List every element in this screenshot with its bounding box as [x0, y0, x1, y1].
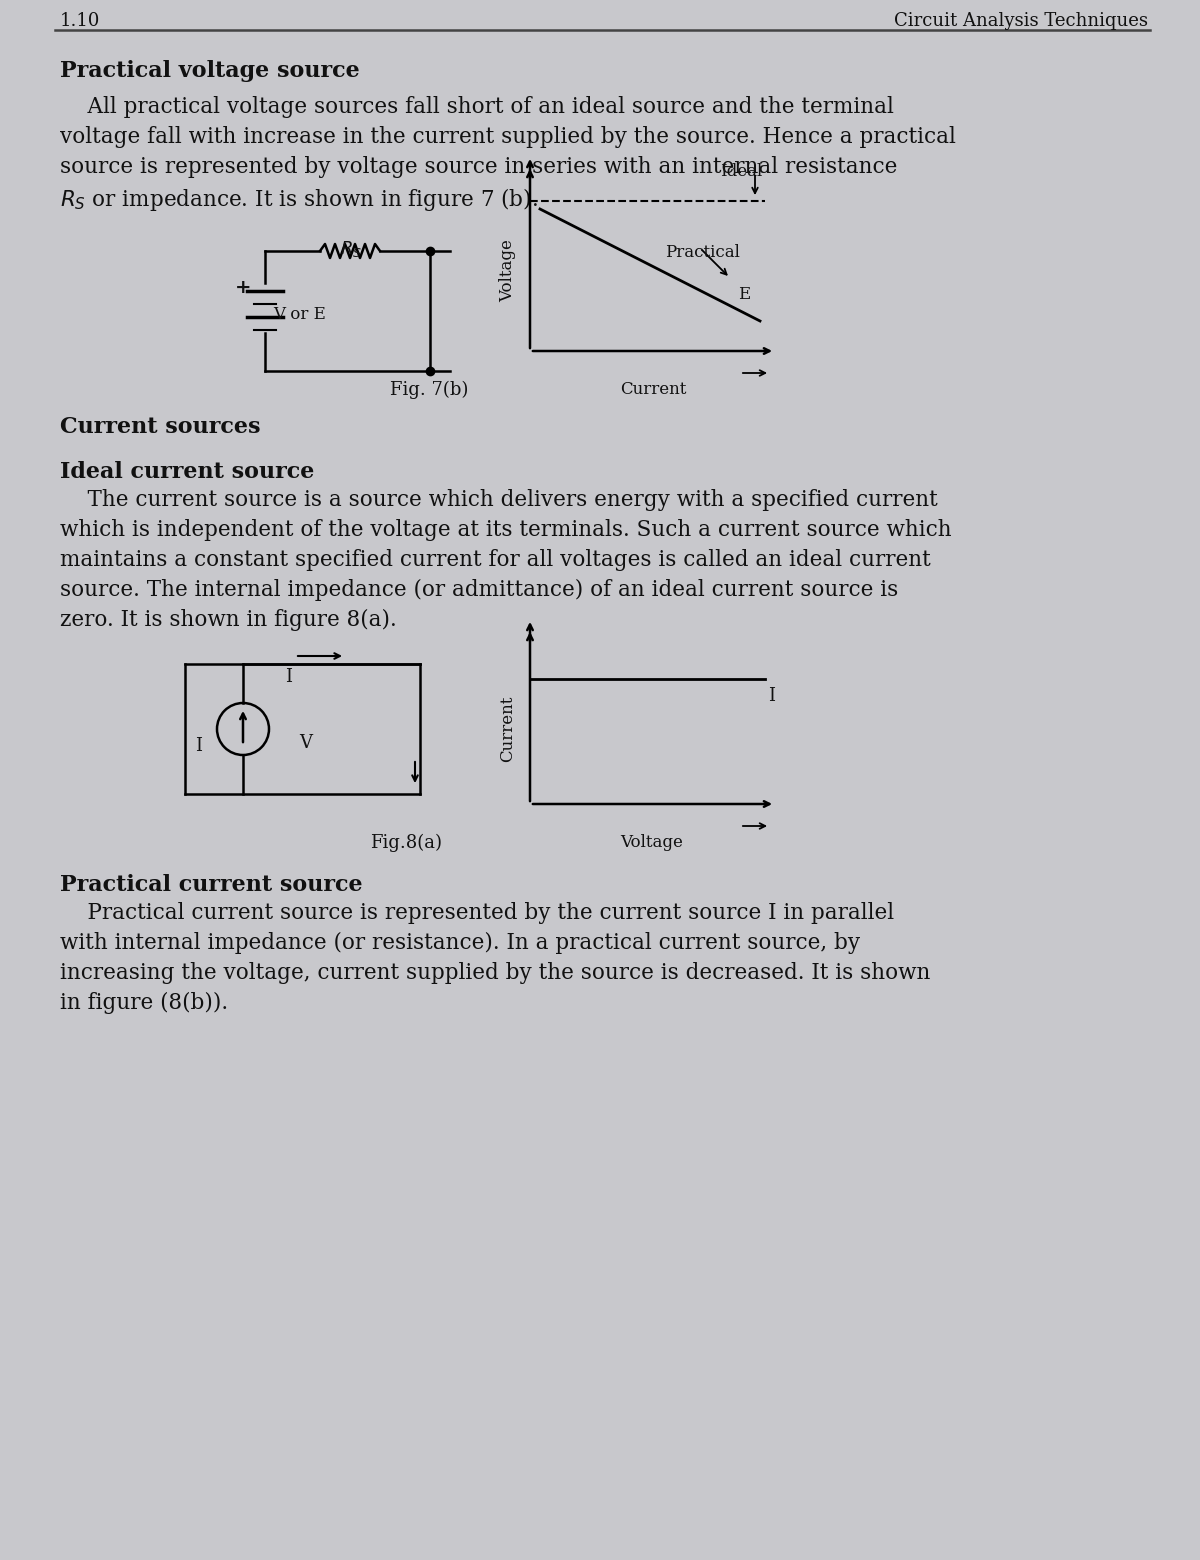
Text: +: +	[235, 279, 252, 296]
Text: E: E	[738, 285, 750, 303]
Text: Current: Current	[499, 696, 516, 763]
Text: Ideal: Ideal	[720, 162, 762, 179]
Text: with internal impedance (or resistance). In a practical current source, by: with internal impedance (or resistance).…	[60, 931, 860, 955]
Text: source is represented by voltage source in series with an internal resistance: source is represented by voltage source …	[60, 156, 898, 178]
Text: Practical voltage source: Practical voltage source	[60, 59, 360, 83]
Text: All practical voltage sources fall short of an ideal source and the terminal: All practical voltage sources fall short…	[60, 97, 894, 119]
Text: zero. It is shown in figure 8(a).: zero. It is shown in figure 8(a).	[60, 608, 397, 632]
Text: source. The internal impedance (or admittance) of an ideal current source is: source. The internal impedance (or admit…	[60, 579, 899, 601]
Text: increasing the voltage, current supplied by the source is decreased. It is shown: increasing the voltage, current supplied…	[60, 963, 930, 984]
Text: which is independent of the voltage at its terminals. Such a current source whic: which is independent of the voltage at i…	[60, 519, 952, 541]
Text: $R_S$: $R_S$	[340, 239, 362, 259]
Text: Practical: Practical	[665, 243, 740, 261]
Text: V: V	[299, 735, 312, 752]
Text: in figure (8(b)).: in figure (8(b)).	[60, 992, 228, 1014]
Text: maintains a constant specified current for all voltages is called an ideal curre: maintains a constant specified current f…	[60, 549, 931, 571]
Text: Fig. 7(b): Fig. 7(b)	[390, 381, 468, 399]
Text: I: I	[768, 686, 775, 705]
Text: V or E: V or E	[274, 306, 326, 323]
Text: Voltage: Voltage	[499, 240, 516, 303]
Text: Voltage: Voltage	[620, 835, 683, 852]
Text: I: I	[194, 736, 202, 755]
Text: Practical current source is represented by the current source I in parallel: Practical current source is represented …	[60, 902, 894, 924]
Text: Fig.8(a): Fig.8(a)	[370, 835, 442, 852]
Text: $R_S$ or impedance. It is shown in figure 7 (b).: $R_S$ or impedance. It is shown in figur…	[60, 186, 538, 214]
Text: Circuit Analysis Techniques: Circuit Analysis Techniques	[894, 12, 1148, 30]
Text: voltage fall with increase in the current supplied by the source. Hence a practi: voltage fall with increase in the curren…	[60, 126, 956, 148]
Text: Current: Current	[620, 381, 686, 398]
Text: Current sources: Current sources	[60, 417, 260, 438]
Text: 1.10: 1.10	[60, 12, 101, 30]
Text: Ideal current source: Ideal current source	[60, 462, 314, 484]
Text: The current source is a source which delivers energy with a specified current: The current source is a source which del…	[60, 488, 937, 512]
Text: I: I	[286, 668, 292, 686]
Text: Practical current source: Practical current source	[60, 874, 362, 895]
